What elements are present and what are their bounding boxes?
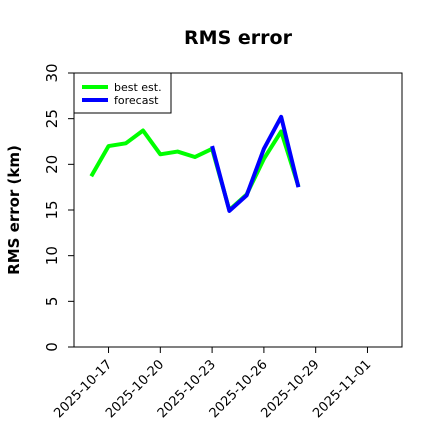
- y-tick-label: 15: [43, 200, 61, 219]
- series-line-best-est: [89, 128, 301, 212]
- series-line-forecast: [210, 114, 301, 213]
- chart-title: RMS error: [184, 27, 293, 49]
- y-tick-label: 5: [43, 297, 61, 307]
- legend-label: forecast: [114, 94, 159, 107]
- legend-label: best est.: [114, 81, 162, 94]
- plot-frame: [73, 72, 403, 348]
- y-axis-label: RMS error (km): [5, 145, 23, 275]
- y-tick-label: 20: [43, 155, 61, 174]
- y-tick-label: 30: [43, 63, 61, 82]
- plot-layer: 0510152025302025-10-172025-10-202025-10-…: [43, 63, 403, 421]
- legend-box: [73, 72, 172, 114]
- y-tick-label: 0: [43, 342, 61, 352]
- y-tick-label: 25: [43, 109, 61, 128]
- y-tick-label: 10: [43, 246, 61, 265]
